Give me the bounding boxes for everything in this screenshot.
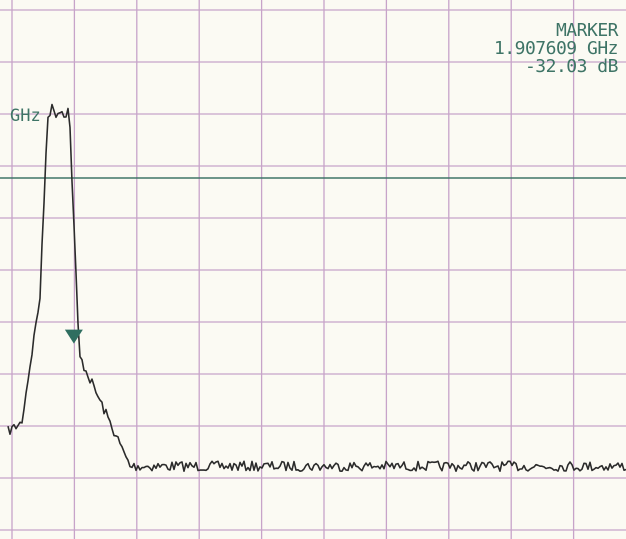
marker-amplitude: -32.03 dB <box>524 56 619 77</box>
marker-frequency: 1.907609 GHz <box>493 38 619 59</box>
spectrum-trace <box>7 103 626 473</box>
marker-readout: MARKER 1.907609 GHz -32.03 dB <box>493 20 619 77</box>
frequency-unit-label: GHz <box>10 106 41 126</box>
marker-title: MARKER <box>555 20 619 41</box>
marker-triangle-icon <box>64 329 83 344</box>
